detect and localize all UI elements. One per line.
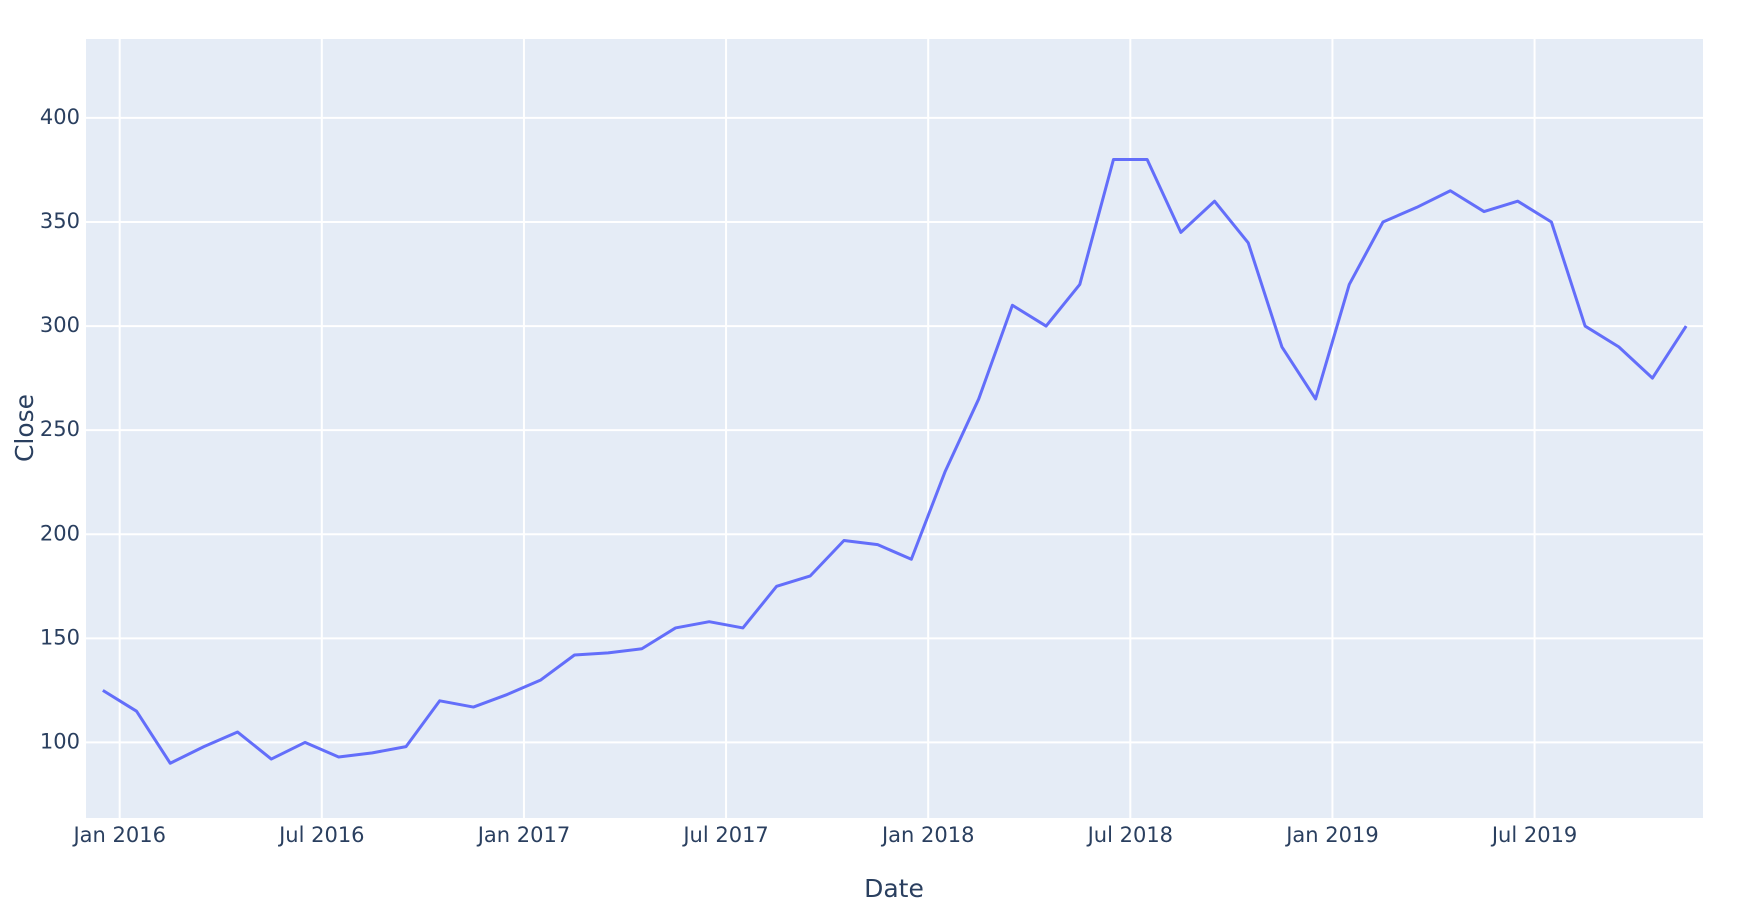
x-tick-label: Jan 2016 — [71, 823, 166, 847]
y-tick-label: 250 — [40, 417, 80, 441]
y-tick-label: 400 — [40, 105, 80, 129]
plot-background — [86, 39, 1703, 818]
y-tick-label: 150 — [40, 625, 80, 649]
x-tick-label: Jul 2016 — [277, 823, 364, 847]
y-tick-label: 200 — [40, 521, 80, 545]
x-axis-title: Date — [864, 874, 924, 903]
x-tick-label: Jul 2019 — [1490, 823, 1577, 847]
y-tick-label: 300 — [40, 313, 80, 337]
line — [102, 158, 1688, 765]
y-tick-label: 350 — [40, 209, 80, 233]
x-tick-label: Jul 2018 — [1086, 823, 1173, 847]
y-axis-title: Close — [10, 394, 39, 462]
x-tick-label: Jul 2017 — [681, 823, 768, 847]
x-tick-label: Jan 2019 — [1284, 823, 1379, 847]
x-tick-label: Jan 2018 — [880, 823, 975, 847]
x-tick-label: Jan 2017 — [476, 823, 571, 847]
y-tick-label: 100 — [40, 729, 80, 753]
